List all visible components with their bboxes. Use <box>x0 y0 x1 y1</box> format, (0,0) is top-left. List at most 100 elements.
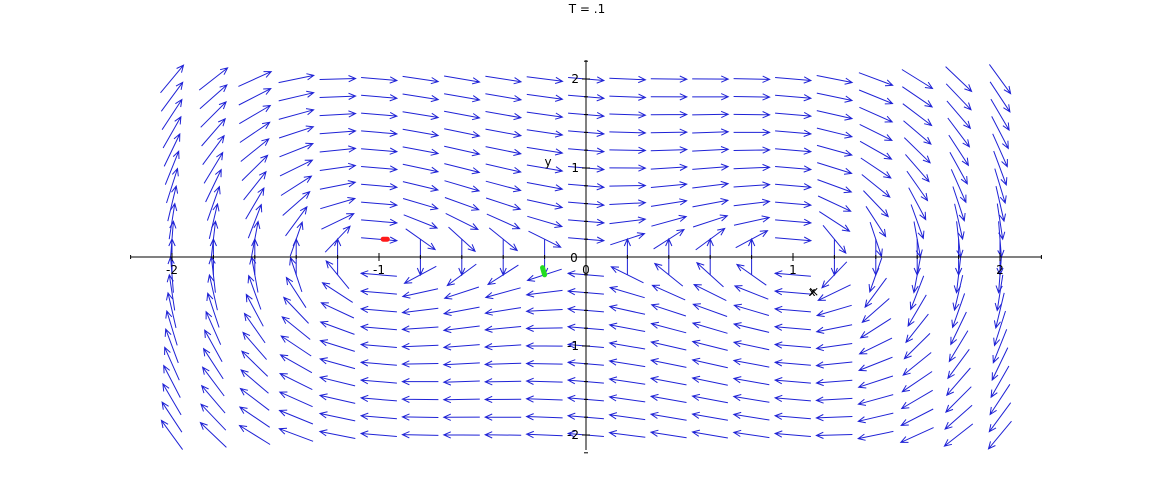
vector-arrow <box>691 321 728 334</box>
vector-arrow <box>361 111 399 120</box>
vector-arrow <box>945 66 973 93</box>
x-tick-label: -2 <box>166 263 178 277</box>
vector-arrow <box>319 357 356 370</box>
vector-arrow <box>319 320 355 335</box>
vector-arrow <box>692 163 730 171</box>
vector-arrow <box>204 329 223 363</box>
vector-arrow <box>239 104 272 125</box>
vector-arrow <box>238 88 272 106</box>
vector-arrow <box>444 145 481 157</box>
vector-arrow <box>858 89 894 105</box>
vector-arrow <box>953 256 962 294</box>
vector-arrow <box>361 183 399 191</box>
vector-arrow <box>948 330 969 363</box>
vector-arrow <box>858 337 893 355</box>
axes <box>131 60 1042 450</box>
vector-arrow <box>526 182 564 192</box>
vector-arrow <box>320 302 355 319</box>
vector-arrow <box>650 321 687 334</box>
vector-arrow <box>859 123 894 141</box>
vector-arrow <box>525 324 563 332</box>
vector-arrow <box>164 346 180 381</box>
vector-arrow <box>946 367 971 397</box>
vector-arrow <box>245 293 264 327</box>
vector-arrow <box>359 412 397 420</box>
vector-arrow <box>169 220 177 258</box>
vector-arrow <box>206 292 220 328</box>
vector-arrow <box>199 84 228 110</box>
vector-arrow <box>992 133 1008 168</box>
vector-arrow <box>902 352 932 376</box>
vector-arrow <box>900 408 934 426</box>
vector-arrow <box>992 329 1008 364</box>
vector-arrow <box>990 365 1010 399</box>
vector-arrow <box>361 236 399 244</box>
vector-arrow <box>240 138 270 162</box>
vector-arrow <box>859 140 893 160</box>
vector-arrow <box>527 215 564 228</box>
vector-arrow <box>733 93 771 101</box>
vector-arrow <box>691 339 728 351</box>
vector-arrow <box>775 129 813 137</box>
vector-arrow <box>857 412 894 424</box>
vector-arrow <box>816 127 854 139</box>
vector-arrow <box>442 306 480 316</box>
vector-arrow <box>733 163 771 172</box>
vector-arrow <box>238 406 270 428</box>
vector-arrow <box>202 134 225 165</box>
vector-arrow <box>945 386 972 413</box>
vector-arrow <box>485 111 523 121</box>
vector-arrow <box>526 93 564 102</box>
vector-arrow <box>650 198 688 207</box>
vector-arrow <box>650 75 689 83</box>
vector-arrow <box>401 307 439 316</box>
vector-arrow <box>902 103 933 127</box>
vector-arrow <box>525 413 563 421</box>
vector-field <box>160 64 1012 450</box>
vector-arrow <box>201 366 225 397</box>
vector-arrow <box>200 403 227 431</box>
vector-arrow <box>732 358 770 368</box>
vector-arrow <box>691 357 728 369</box>
vector-arrow <box>526 199 564 210</box>
vector-arrow <box>247 203 263 239</box>
vector-arrow <box>733 146 771 154</box>
vector-arrow <box>608 358 646 368</box>
vector-arrow <box>278 125 315 139</box>
vector-arrow <box>815 414 853 422</box>
vector-arrow <box>160 419 184 450</box>
vector-arrow <box>279 142 315 158</box>
vector-arrow <box>993 150 1008 187</box>
vector-arrow <box>692 128 730 136</box>
vector-arrow <box>815 361 853 369</box>
vector-arrow <box>402 163 440 174</box>
vector-arrow <box>954 203 965 241</box>
vector-arrow <box>279 159 314 177</box>
vector-arrow <box>860 157 892 179</box>
vector-arrow <box>444 128 481 139</box>
vector-arrow <box>692 303 728 317</box>
vector-arrow <box>251 220 261 257</box>
vector-arrow <box>692 214 729 228</box>
vector-arrow <box>484 307 522 316</box>
origin-label: 0 <box>570 251 578 265</box>
vector-arrow <box>773 430 811 438</box>
vector-arrow <box>907 294 927 327</box>
vector-arrow <box>401 413 439 421</box>
vector-arrow <box>280 335 312 357</box>
vector-arrow <box>691 429 728 439</box>
vector-arrow <box>200 101 227 128</box>
vector-arrow <box>239 387 270 411</box>
vector-arrow <box>817 284 851 301</box>
vector-arrow <box>359 430 397 438</box>
vector-arrow <box>903 137 931 164</box>
vector-arrow <box>692 93 730 101</box>
vector-arrow <box>319 339 355 352</box>
vector-arrow <box>238 424 271 445</box>
vector-arrow <box>202 347 224 380</box>
vector-arrow <box>242 331 267 360</box>
vector-arrow <box>908 187 927 221</box>
vector-arrow <box>816 75 854 85</box>
vector-arrow <box>320 197 357 210</box>
vector-arrow <box>906 170 929 202</box>
